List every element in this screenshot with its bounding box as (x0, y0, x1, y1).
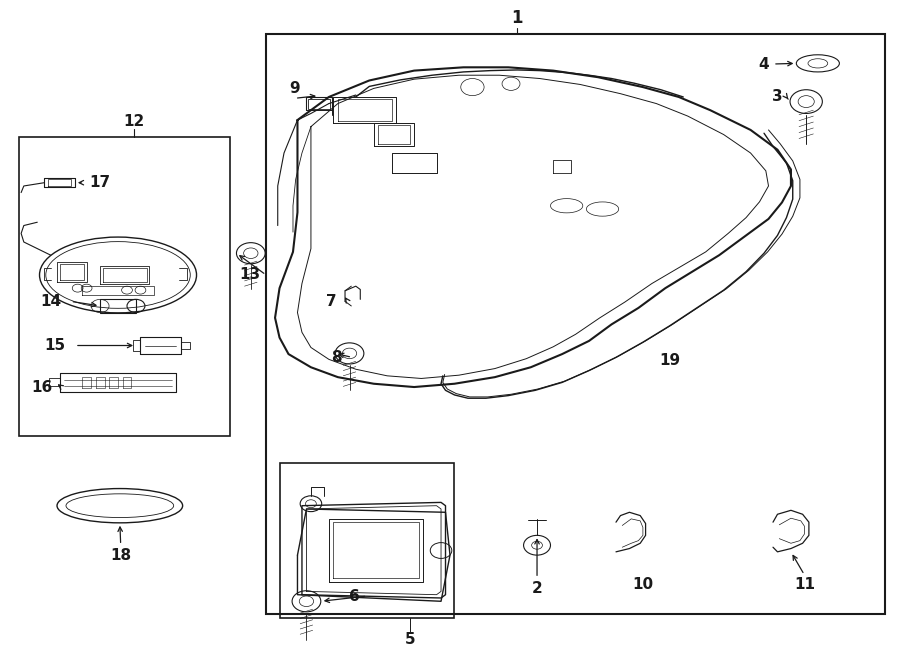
Bar (266, 34, 886, 614)
Bar (100, 299, 136, 312)
Text: 7: 7 (327, 294, 337, 309)
Text: 10: 10 (633, 577, 653, 592)
Text: 2: 2 (532, 581, 543, 596)
Text: 11: 11 (794, 577, 814, 592)
Text: 14: 14 (40, 294, 61, 309)
Text: 3: 3 (772, 89, 783, 105)
Text: 6: 6 (348, 589, 359, 604)
Bar (308, 99, 329, 109)
Text: 9: 9 (290, 81, 300, 96)
Text: 13: 13 (239, 267, 260, 283)
Text: 19: 19 (660, 353, 680, 368)
Text: 5: 5 (404, 632, 415, 647)
Bar (280, 463, 454, 618)
Bar (19, 136, 230, 436)
Text: 18: 18 (110, 547, 131, 563)
Text: 4: 4 (759, 56, 769, 71)
Text: 17: 17 (89, 175, 111, 190)
Text: 8: 8 (330, 350, 341, 365)
Text: 12: 12 (123, 114, 145, 129)
Text: 15: 15 (45, 338, 66, 353)
Text: 16: 16 (32, 379, 52, 395)
Text: 1: 1 (511, 9, 523, 27)
